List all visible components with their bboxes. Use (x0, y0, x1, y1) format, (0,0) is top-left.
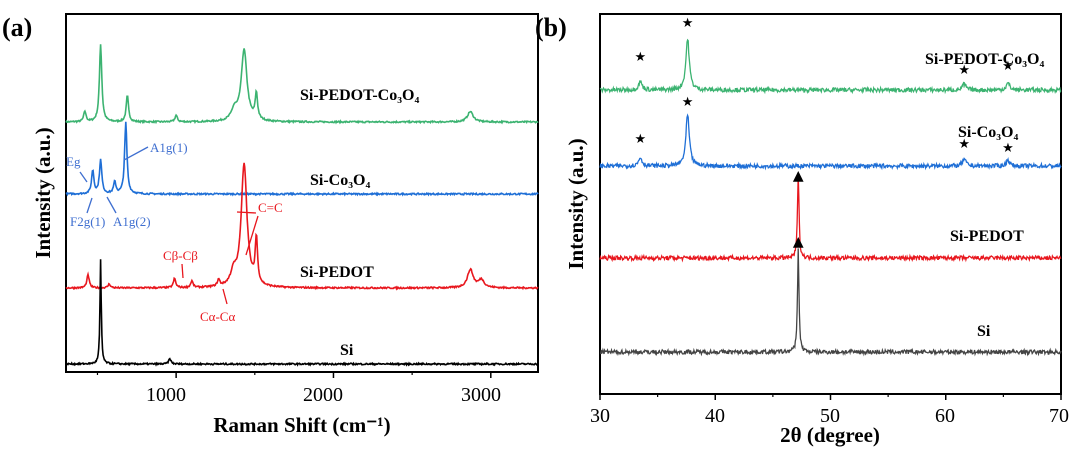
ann-a1g2-arrow (106, 196, 117, 214)
tick-b-60: 60 (935, 405, 955, 427)
ann-eg: Eg (66, 154, 81, 169)
series-b-si-co3o4-line (599, 113, 1062, 171)
series-a-si-co3o4-line (65, 121, 539, 197)
ann-a1g1: A1g(1) (150, 140, 188, 155)
label-a-si: Si (340, 342, 354, 359)
triangle-marker-0: ▲ (793, 168, 804, 184)
tick-b-50: 50 (820, 405, 840, 427)
ann-caca-arrow (222, 288, 228, 305)
x-axis-title-b: 2θ (degree) (780, 423, 880, 447)
star-marker-4: ★ (635, 132, 647, 147)
star-marker-7: ★ (1002, 141, 1014, 156)
label-a-si-co3o4: Si-Co₃O₄ (310, 172, 370, 189)
ann-cc-arrow-1 (245, 215, 259, 256)
panel-a-label: (a) (2, 13, 32, 42)
label-b-si-pedot: Si-PEDOT (950, 228, 1024, 245)
ann-cc-arrow-2 (236, 211, 257, 214)
y-axis-title-b: Intensity (a.u.) (564, 138, 588, 269)
label-b-si-pedot-co3o4: Si-PEDOT-Co₃O₄ (925, 51, 1044, 68)
star-marker-2: ★ (958, 63, 970, 78)
tick-a-2000: 2000 (303, 384, 343, 406)
tick-b-40: 40 (705, 405, 725, 427)
star-marker-3: ★ (1002, 59, 1014, 74)
ann-cbcb: Cβ-Cβ (163, 248, 198, 263)
ann-caca: Cα-Cα (200, 309, 235, 324)
series-a-si-line (65, 259, 539, 367)
series-b-si-pedot-co3o4-line (599, 38, 1062, 95)
label-a-si-pedot: Si-PEDOT (300, 264, 374, 281)
star-marker-5: ★ (682, 95, 694, 110)
series-b-si-pedot-line (599, 174, 1062, 263)
ann-a1g2: A1g(2) (113, 214, 151, 229)
ann-a1g1-arrow (123, 146, 149, 161)
series-a-si-pedot-co3o4-line (65, 44, 539, 125)
tick-b-70: 70 (1049, 405, 1069, 427)
tick-b-30: 30 (590, 405, 610, 427)
series-b-si-line (599, 248, 1062, 357)
label-a-si-pedot-co3o4: Si-PEDOT-Co₃O₄ (300, 87, 419, 104)
panel-b-label: (b) (535, 13, 567, 42)
plot-b: ★ ★ ★ ★ ★ ★ ★ ★ ▲ ▲ (599, 16, 1062, 400)
ann-cbcb-arrow (181, 263, 184, 279)
label-b-si-co3o4: Si-Co₃O₄ (958, 124, 1018, 141)
ann-f2g1: F2g(1) (70, 214, 105, 229)
plot-a (65, 44, 539, 378)
series-a-si-pedot-line (65, 162, 539, 291)
star-marker-1: ★ (682, 16, 694, 31)
ann-f2g1-arrow (86, 197, 93, 214)
ann-eg-arrow (79, 171, 88, 183)
star-marker-6: ★ (958, 137, 970, 152)
x-axis-title-a: Raman Shift (cm⁻¹) (213, 413, 390, 437)
tick-a-3000: 3000 (461, 384, 501, 406)
tick-a-1000: 1000 (146, 384, 186, 406)
label-b-si: Si (977, 323, 991, 340)
triangle-marker-1: ▲ (793, 234, 804, 250)
ann-cc: C=C (258, 200, 283, 215)
plot-b-frame (599, 13, 1062, 395)
annotations-a: A1g(1) Eg F2g(1) A1g(2) C=C Cβ-Cβ Cα-Cα (66, 140, 283, 324)
y-axis-title-a: Intensity (a.u.) (31, 127, 55, 258)
star-marker-0: ★ (635, 50, 647, 65)
